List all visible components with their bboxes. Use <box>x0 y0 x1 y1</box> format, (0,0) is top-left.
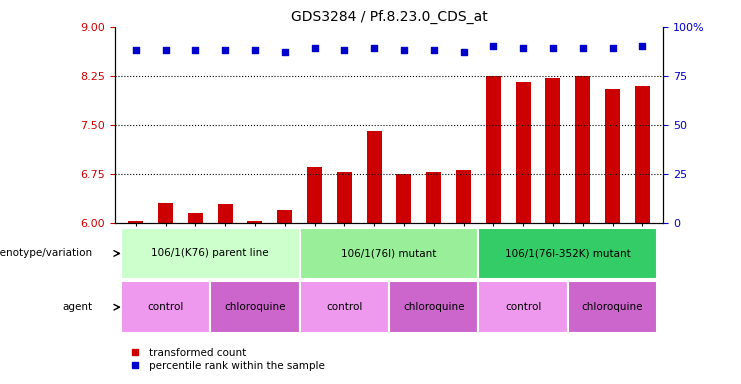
Bar <box>486 76 501 223</box>
Text: control: control <box>326 302 362 312</box>
Point <box>488 43 499 50</box>
Bar <box>337 172 352 223</box>
Point <box>339 47 350 53</box>
Bar <box>575 76 590 223</box>
Bar <box>479 281 568 333</box>
Bar <box>299 281 389 333</box>
Point <box>637 43 648 50</box>
Bar <box>516 82 531 223</box>
Point <box>130 47 142 53</box>
Text: control: control <box>505 302 542 312</box>
Point <box>368 45 380 51</box>
Text: 106/1(76I-352K) mutant: 106/1(76I-352K) mutant <box>505 248 631 258</box>
Bar <box>367 131 382 223</box>
Bar <box>121 228 299 279</box>
Bar <box>568 281 657 333</box>
Text: agent: agent <box>62 302 93 312</box>
Text: control: control <box>147 302 184 312</box>
Bar <box>389 281 479 333</box>
Bar <box>299 228 479 279</box>
Point <box>308 45 320 51</box>
Point <box>279 49 290 55</box>
Bar <box>158 203 173 223</box>
Bar <box>456 170 471 223</box>
Text: 106/1(K76) parent line: 106/1(K76) parent line <box>151 248 269 258</box>
Point <box>190 47 202 53</box>
Point <box>398 47 410 53</box>
Text: chloroquine: chloroquine <box>403 302 465 312</box>
Point <box>159 47 171 53</box>
Bar <box>635 86 650 223</box>
Bar <box>605 89 620 223</box>
Text: 106/1(76I) mutant: 106/1(76I) mutant <box>342 248 436 258</box>
Bar <box>307 167 322 223</box>
Bar <box>426 172 441 223</box>
Title: GDS3284 / Pf.8.23.0_CDS_at: GDS3284 / Pf.8.23.0_CDS_at <box>290 10 488 25</box>
Bar <box>210 281 299 333</box>
Bar <box>277 210 292 223</box>
Bar <box>121 281 210 333</box>
Bar <box>218 204 233 223</box>
Legend: transformed count, percentile rank within the sample: transformed count, percentile rank withi… <box>120 344 329 375</box>
Bar <box>247 222 262 223</box>
Point <box>219 47 231 53</box>
Point <box>517 45 529 51</box>
Point <box>458 49 470 55</box>
Bar <box>545 78 560 223</box>
Point <box>428 47 439 53</box>
Bar <box>188 213 203 223</box>
Point <box>607 45 619 51</box>
Point <box>547 45 559 51</box>
Bar <box>396 174 411 223</box>
Text: chloroquine: chloroquine <box>225 302 286 312</box>
Point <box>576 45 588 51</box>
Bar <box>479 228 657 279</box>
Text: chloroquine: chloroquine <box>582 302 643 312</box>
Point <box>249 47 261 53</box>
Bar <box>128 222 143 223</box>
Text: genotype/variation: genotype/variation <box>0 248 93 258</box>
